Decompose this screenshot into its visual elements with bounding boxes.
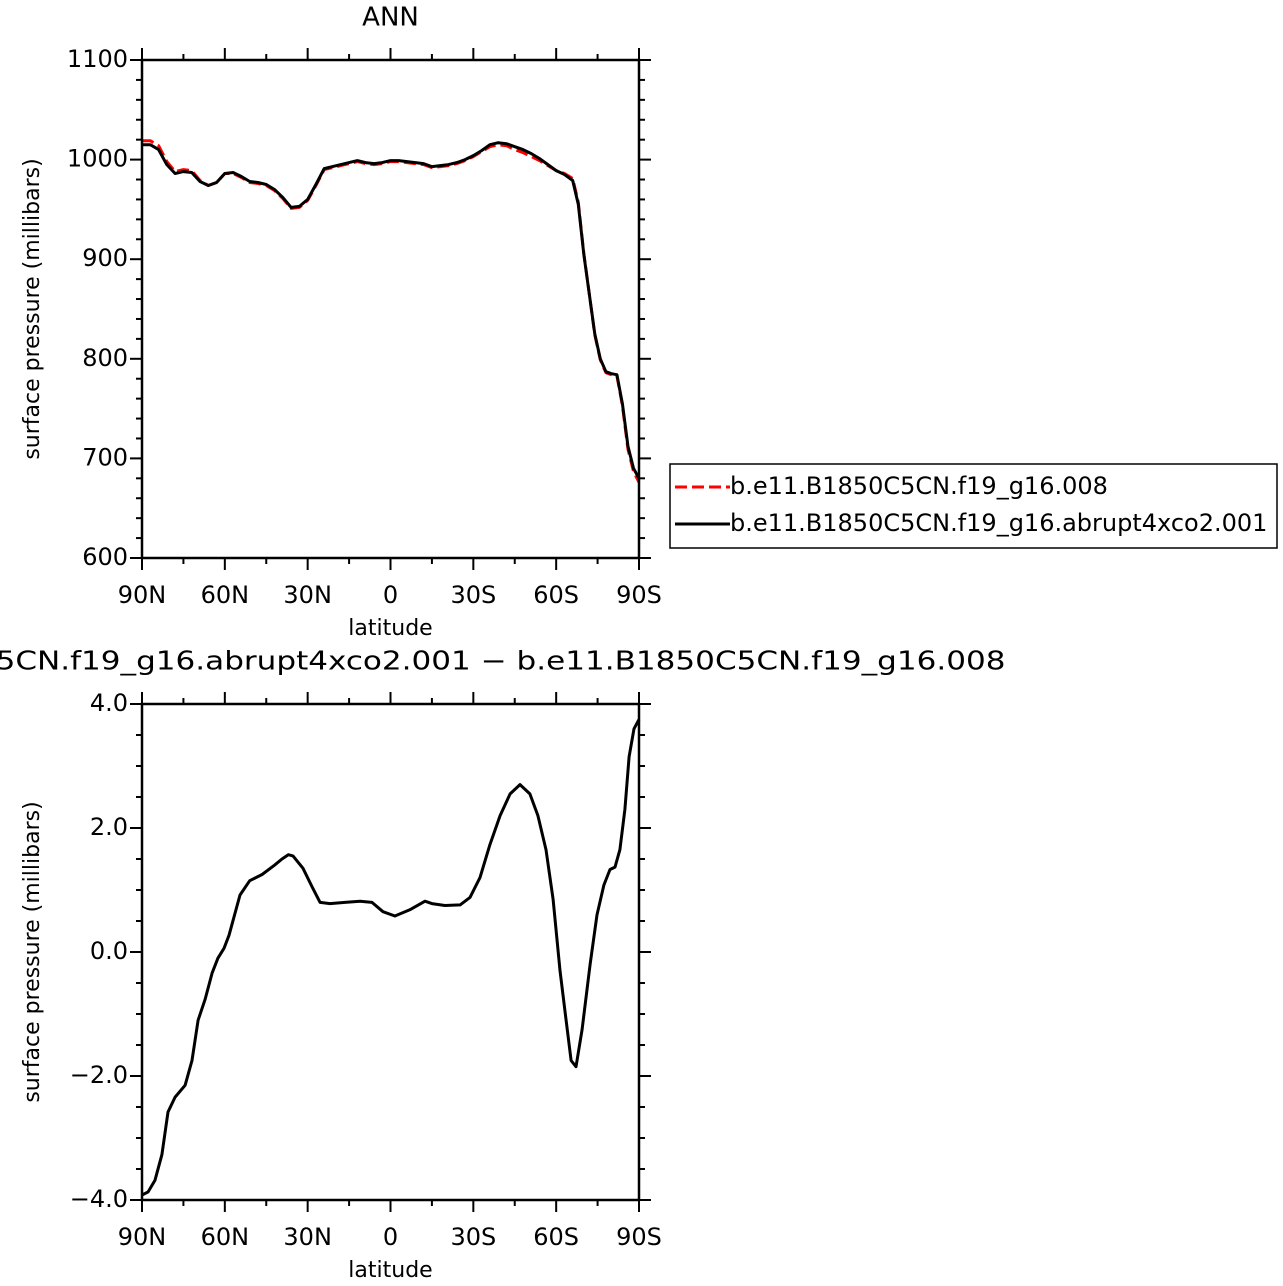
x-tick-label: 30N <box>283 581 332 609</box>
x-axis-label: latitude <box>348 1258 432 1283</box>
x-tick-label: 60S <box>533 581 579 609</box>
chart-title: b.e11.B1850C5CN.f19_g16.abrupt4xco2.001 … <box>0 647 1006 677</box>
y-tick-label: 900 <box>82 244 128 272</box>
y-tick-label: 4.0 <box>90 689 128 717</box>
plot-frame <box>140 58 641 560</box>
y-tick-label: 700 <box>82 443 128 471</box>
x-tick-label: 90S <box>616 581 662 609</box>
data-line <box>142 141 641 480</box>
y-axis-label: surface pressure (millibars) <box>20 801 45 1102</box>
data-line <box>142 139 641 483</box>
x-axis-label: latitude <box>348 616 432 641</box>
y-tick-label: 0.0 <box>90 937 128 965</box>
x-tick-label: 0 <box>383 1223 398 1251</box>
y-tick-label: 600 <box>82 543 128 571</box>
data-line <box>141 718 641 1197</box>
x-tick-label: 60N <box>201 581 250 609</box>
y-tick-label: 1100 <box>67 45 128 73</box>
x-tick-label: 60S <box>533 1223 579 1251</box>
x-tick-label: 90N <box>118 581 167 609</box>
y-tick-label: −4.0 <box>70 1185 128 1213</box>
plot-frame <box>140 702 641 1202</box>
y-tick-label: 1000 <box>67 145 128 173</box>
y-axis-label: surface pressure (millibars) <box>20 158 45 459</box>
legend-box <box>669 463 1278 549</box>
x-tick-label: 60N <box>201 1223 250 1251</box>
x-tick-label: 30N <box>283 1223 332 1251</box>
y-tick-label: −2.0 <box>70 1061 128 1089</box>
x-tick-label: 30S <box>450 581 496 609</box>
y-tick-label: 800 <box>82 344 128 372</box>
chart-title: ANN <box>362 3 419 33</box>
x-tick-label: 0 <box>383 581 398 609</box>
legend-label: b.e11.B1850C5CN.f19_g16.008 <box>730 472 1108 500</box>
x-tick-label: 90S <box>616 1223 662 1251</box>
x-tick-label: 30S <box>450 1223 496 1251</box>
y-tick-label: 2.0 <box>90 813 128 841</box>
legend-label: b.e11.B1850C5CN.f19_g16.abrupt4xco2.001 <box>730 509 1267 537</box>
x-tick-label: 90N <box>118 1223 167 1251</box>
